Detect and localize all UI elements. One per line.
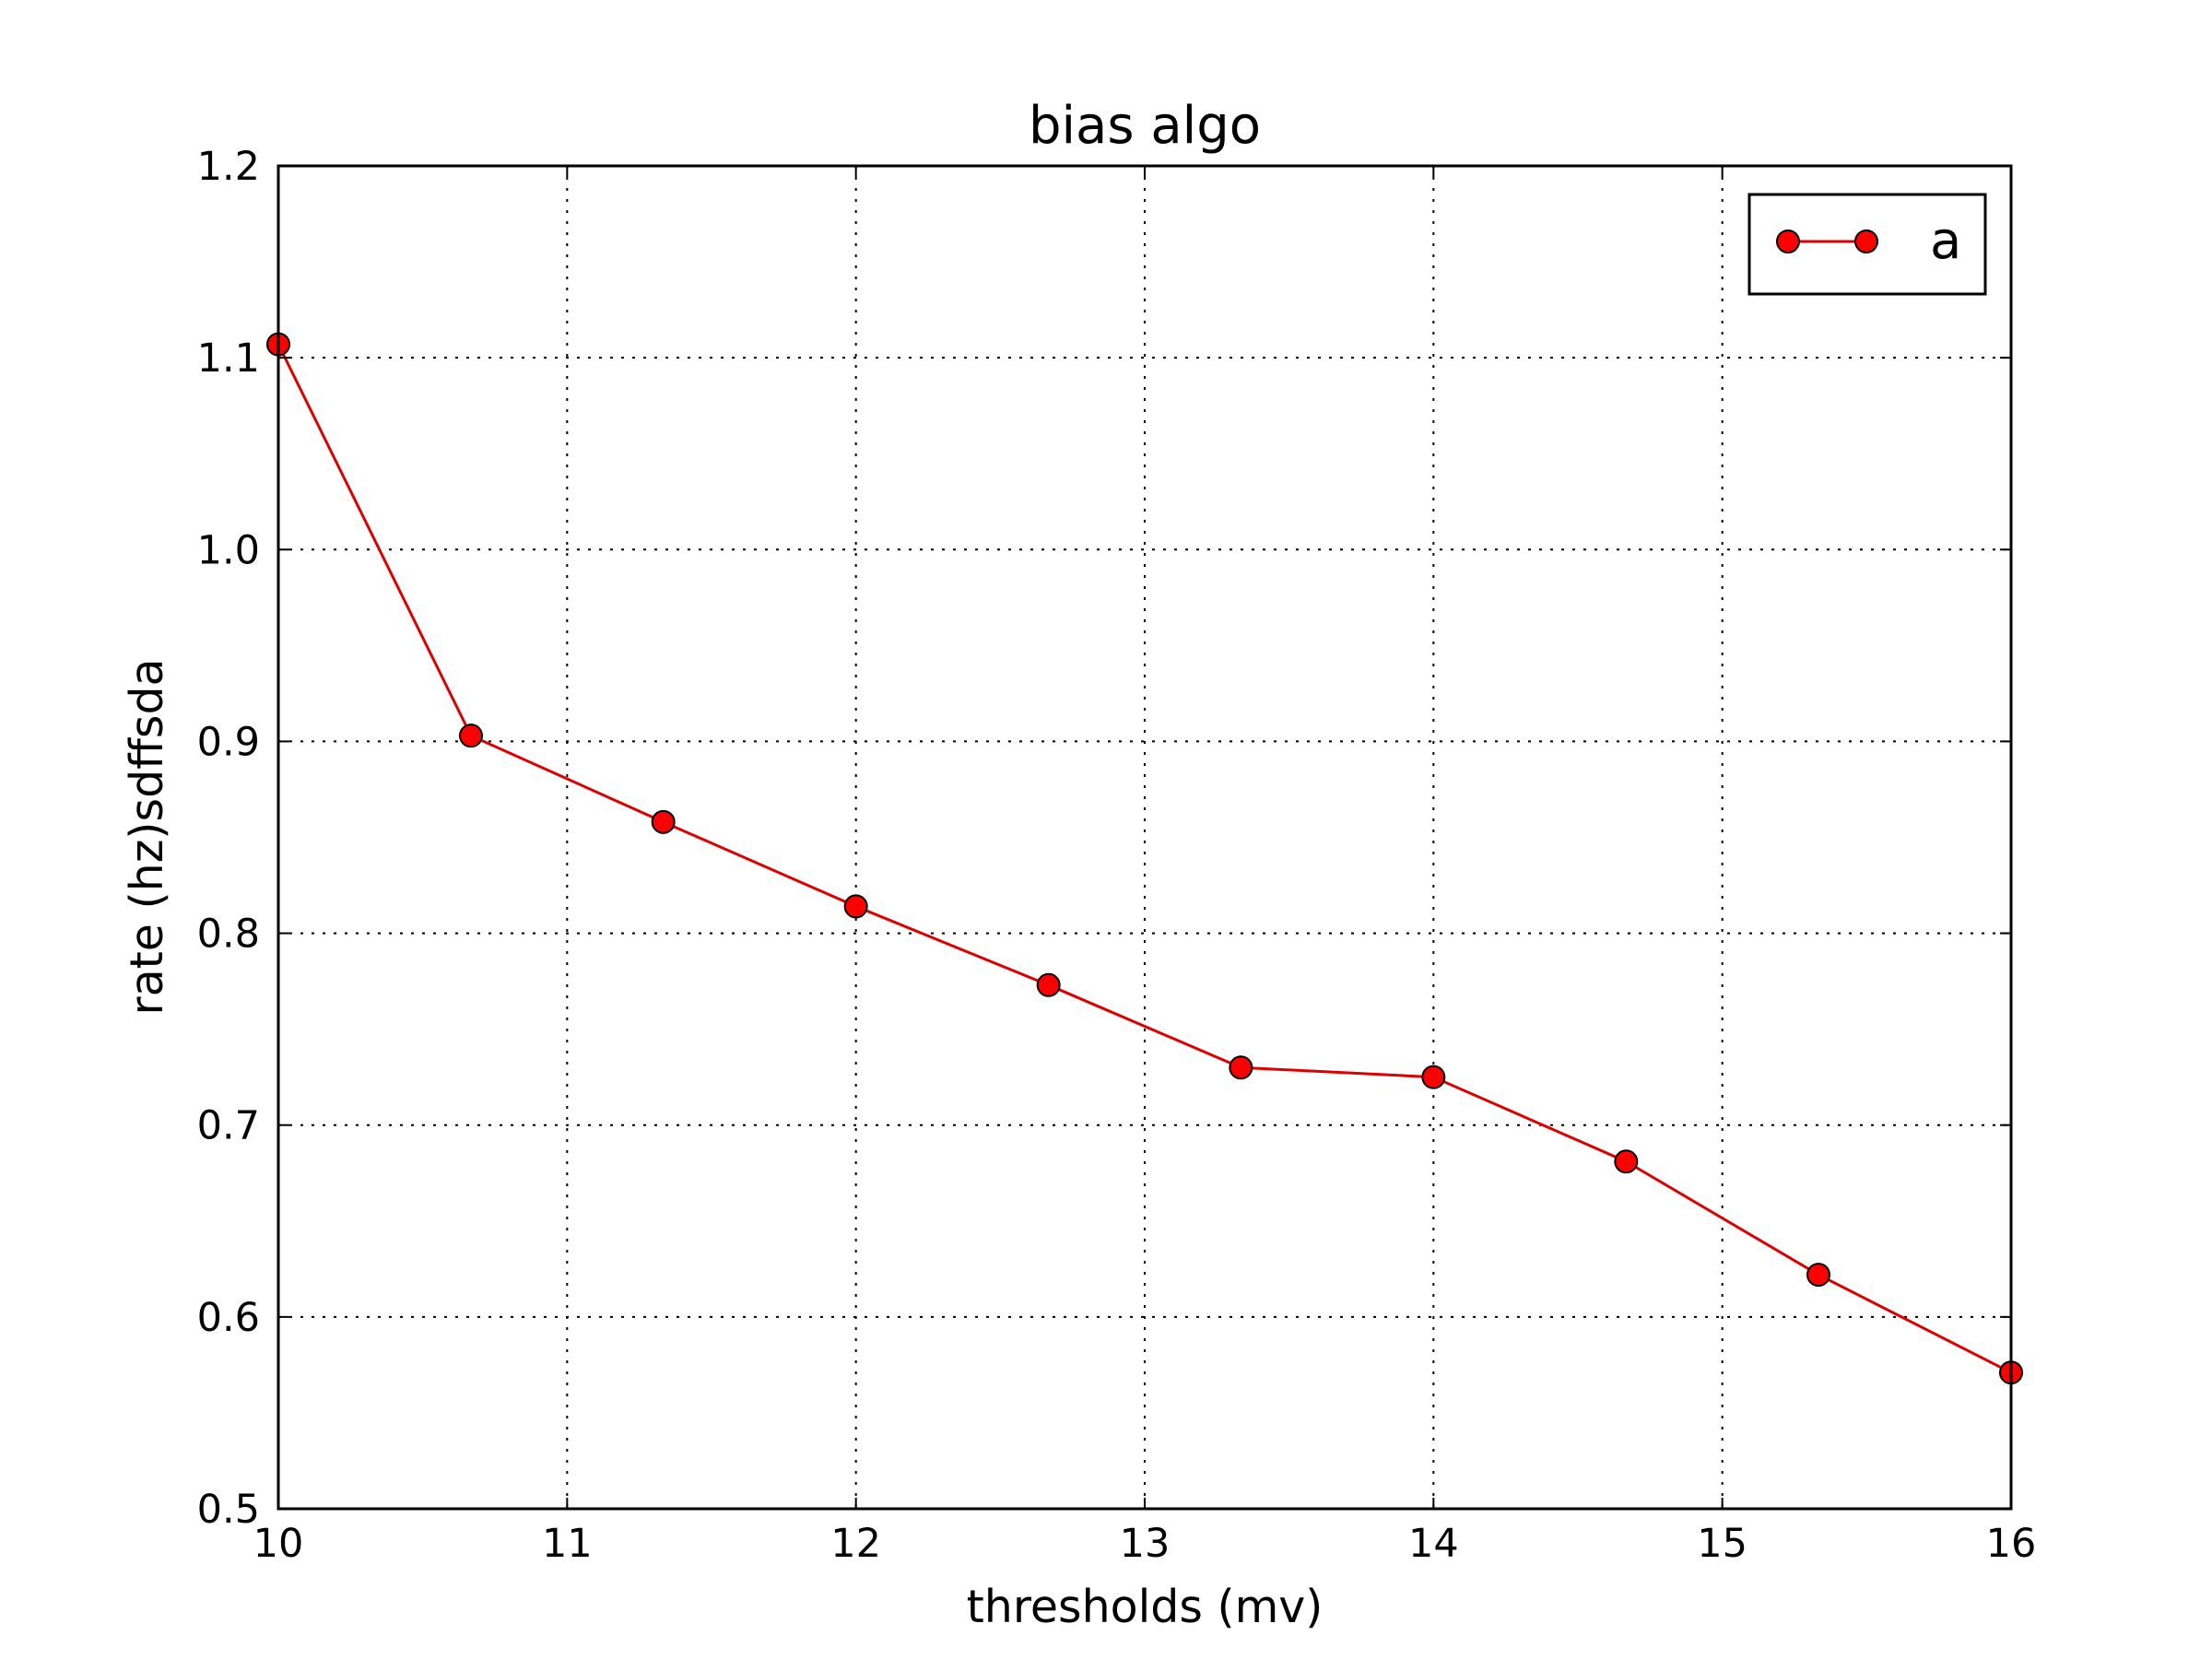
x-tick-label: 13 xyxy=(1120,1521,1171,1567)
data-point xyxy=(1036,972,1061,997)
y-tick-label: 1.0 xyxy=(197,527,260,573)
data-point xyxy=(1806,1263,1831,1288)
y-tick-label: 1.2 xyxy=(197,144,260,190)
data-point xyxy=(458,724,483,748)
chart-title: bias algo xyxy=(1029,96,1261,156)
x-axis-label: thresholds (mv) xyxy=(967,1581,1324,1633)
x-tick-label: 14 xyxy=(1408,1521,1459,1567)
series-line-a xyxy=(276,343,2012,1374)
data-point xyxy=(1229,1055,1253,1080)
y-tick-label: 0.9 xyxy=(197,719,260,765)
x-tick-label: 15 xyxy=(1697,1521,1747,1567)
data-point xyxy=(651,809,676,834)
legend-label: a xyxy=(1930,211,1961,271)
y-tick-label: 0.5 xyxy=(197,1487,260,1533)
legend-marker xyxy=(1776,229,1800,253)
y-tick-label: 1.1 xyxy=(197,335,260,382)
legend-marker xyxy=(1854,229,1878,253)
x-tick-label: 10 xyxy=(253,1521,304,1567)
ticks: 10 11 12 13 14 15 16 0.5 0.6 0.7 0.8 0.9 1.0 1.1 1.2 xyxy=(197,144,2037,1567)
x-tick-label: 16 xyxy=(1986,1521,2037,1567)
y-tick-label: 0.6 xyxy=(197,1295,260,1341)
data-point xyxy=(843,894,868,919)
y-tick-label: 0.7 xyxy=(197,1103,260,1149)
y-axis-label: rate (hz)sdffsda xyxy=(121,658,173,1015)
y-tick-label: 0.8 xyxy=(197,912,260,958)
x-tick-label: 12 xyxy=(830,1521,881,1567)
x-tick-label: 11 xyxy=(542,1521,593,1567)
grid xyxy=(278,166,2011,1509)
data-point xyxy=(1421,1065,1446,1089)
data-point xyxy=(1614,1149,1639,1174)
legend: a xyxy=(1747,193,1987,296)
